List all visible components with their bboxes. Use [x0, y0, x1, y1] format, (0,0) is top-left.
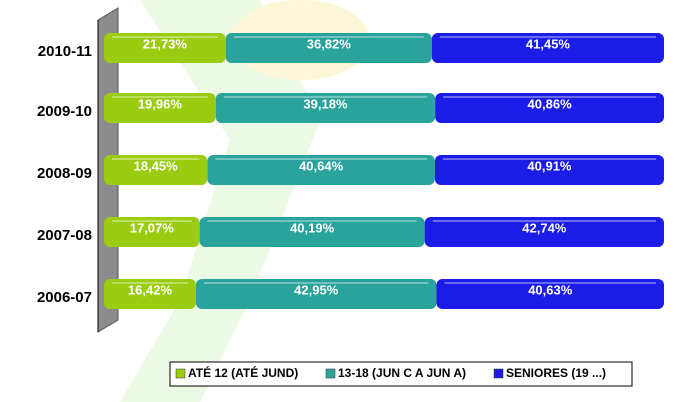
y-tick-label: 2006-07: [37, 289, 92, 306]
y-tick-label: 2010-11: [38, 43, 92, 60]
data-label: 16,42%: [128, 282, 173, 297]
data-label: 17,07%: [130, 220, 175, 235]
y-tick-label: 2009-10: [37, 103, 92, 120]
data-label: 39,18%: [303, 96, 348, 111]
data-label: 40,91%: [527, 158, 572, 173]
y-tick-label: 2008-09: [37, 165, 92, 182]
y-tick-label: 2007-08: [37, 227, 92, 244]
data-label: 42,95%: [294, 282, 339, 297]
data-label: 40,64%: [299, 158, 344, 173]
data-label: 42,74%: [522, 220, 567, 235]
chart: 2010-11 21,73% 36,82% 41,45% 2009-10 19,96% 39…: [0, 0, 684, 402]
legend-swatch: [176, 369, 185, 378]
legend-swatch: [494, 369, 503, 378]
data-label: 18,45%: [134, 158, 179, 173]
data-label: 40,86%: [528, 96, 573, 111]
legend-label: SENIORES (19 ...): [506, 366, 606, 380]
data-label: 40,63%: [528, 282, 573, 297]
data-label: 21,73%: [143, 36, 188, 51]
legend-swatch: [326, 369, 335, 378]
data-label: 40,19%: [290, 220, 335, 235]
legend-label: ATÉ 12 (ATÉ JUND): [188, 365, 298, 380]
data-label: 36,82%: [307, 36, 352, 51]
data-label: 41,45%: [526, 36, 571, 51]
data-label: 19,96%: [138, 96, 183, 111]
legend-label: 13-18 (JUN C A JUN A): [338, 366, 466, 380]
